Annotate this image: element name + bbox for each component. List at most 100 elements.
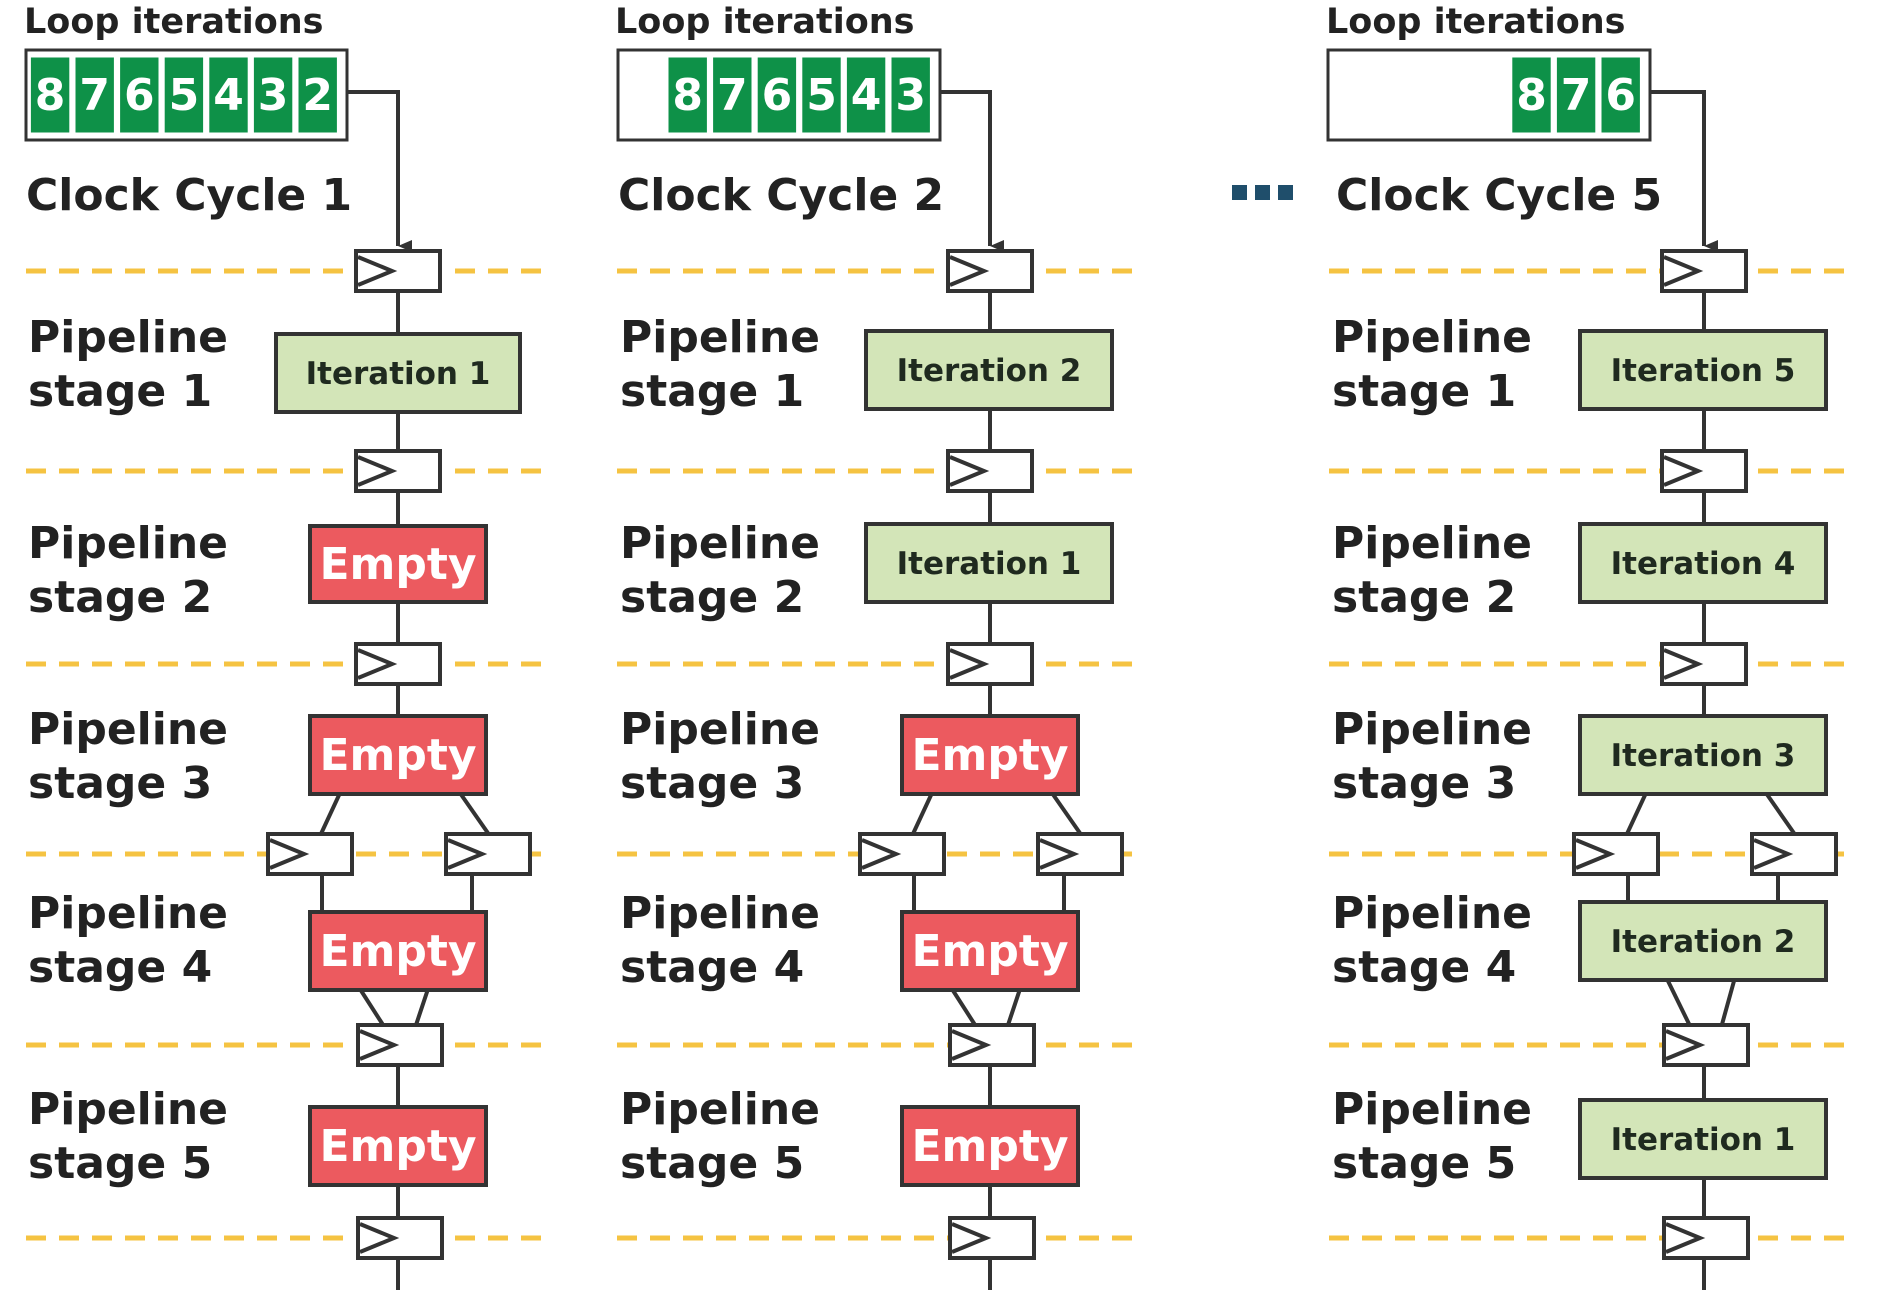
stage-label-2: Pipeline stage 2 bbox=[620, 518, 820, 623]
svg-text:3: 3 bbox=[258, 70, 289, 121]
stage-state-label: Empty bbox=[319, 539, 476, 590]
stage-box-3: Empty bbox=[900, 714, 1080, 796]
svg-text:8: 8 bbox=[1516, 70, 1547, 121]
register-clock-icon bbox=[1662, 1023, 1750, 1067]
stage-state-label: Empty bbox=[319, 1121, 476, 1172]
svg-text:7: 7 bbox=[79, 70, 110, 121]
stage-label-4: Pipeline stage 4 bbox=[28, 888, 228, 993]
queued-iteration: 3 bbox=[250, 54, 296, 136]
stage-state-label: Iteration 4 bbox=[1611, 546, 1796, 582]
register-clock-icon bbox=[356, 1216, 444, 1260]
register-clock-icon bbox=[1750, 832, 1838, 876]
ellipsis-icon bbox=[1232, 185, 1293, 200]
svg-text:3: 3 bbox=[895, 70, 926, 121]
stage-box-1: Iteration 1 bbox=[274, 332, 522, 414]
svg-text:6: 6 bbox=[124, 70, 155, 121]
stage-label-4: Pipeline stage 4 bbox=[1332, 888, 1532, 993]
queued-iteration: 7 bbox=[72, 54, 117, 136]
register-clock-icon bbox=[1572, 832, 1660, 876]
stage-box-2: Empty bbox=[308, 524, 488, 604]
stage-box-4: Empty bbox=[900, 910, 1080, 992]
stage-state-label: Empty bbox=[319, 730, 476, 781]
svg-text:6: 6 bbox=[762, 70, 793, 121]
queued-iteration: 4 bbox=[843, 54, 889, 136]
data-path-lines bbox=[318, 90, 492, 1290]
svg-text:4: 4 bbox=[213, 70, 244, 121]
stage-state-label: Iteration 1 bbox=[897, 546, 1082, 582]
queued-iteration: 4 bbox=[206, 54, 251, 136]
stage-label-5: Pipeline stage 5 bbox=[620, 1084, 820, 1189]
queued-iteration: 6 bbox=[117, 54, 162, 136]
register-clock-icon bbox=[1662, 1216, 1750, 1260]
stage-label-2: Pipeline stage 2 bbox=[1332, 518, 1532, 623]
stage-box-2: Iteration 4 bbox=[1578, 522, 1828, 604]
data-path-lines bbox=[910, 90, 1084, 1290]
svg-text:8: 8 bbox=[35, 70, 66, 121]
stage-labels: Pipeline stage 1 Pipeline stage 2 Pipeline… bbox=[1332, 312, 1532, 1189]
stage-box-5: Empty bbox=[900, 1105, 1080, 1187]
clock-cycle-title: Clock Cycle 2 bbox=[618, 170, 944, 221]
stage-state-label: Iteration 1 bbox=[1611, 1122, 1796, 1158]
stage-box-1: Iteration 5 bbox=[1578, 329, 1828, 411]
register-clock-icon bbox=[356, 1023, 444, 1067]
register-clock-icon bbox=[948, 1216, 1036, 1260]
queued-iteration: 6 bbox=[1598, 54, 1643, 136]
register-clock-icon bbox=[858, 832, 946, 876]
svg-text:6: 6 bbox=[1605, 70, 1636, 121]
stage-label-1: Pipeline stage 1 bbox=[28, 312, 228, 417]
svg-text:5: 5 bbox=[806, 70, 837, 121]
stage-box-2: Iteration 1 bbox=[864, 522, 1114, 604]
stage-box-4: Empty bbox=[308, 910, 488, 992]
stage-box-3: Empty bbox=[308, 714, 488, 796]
queued-iteration: 8 bbox=[27, 54, 73, 136]
stage-label-3: Pipeline stage 3 bbox=[620, 704, 820, 809]
register-clock-icon bbox=[354, 449, 442, 493]
stage-state-label: Iteration 3 bbox=[1611, 738, 1796, 774]
queued-iteration: 8 bbox=[665, 54, 710, 136]
stage-box-3: Iteration 3 bbox=[1578, 714, 1828, 796]
svg-text:4: 4 bbox=[851, 70, 882, 121]
stage-box-1: Iteration 2 bbox=[864, 329, 1114, 411]
queued-iteration: 7 bbox=[710, 54, 755, 136]
clock-cycle-title: Clock Cycle 5 bbox=[1336, 170, 1662, 221]
stage-label-5: Pipeline stage 5 bbox=[28, 1084, 228, 1189]
svg-text:5: 5 bbox=[169, 70, 200, 121]
clock-cycle-title: Clock Cycle 1 bbox=[26, 170, 352, 221]
queued-iteration: 8 bbox=[1509, 54, 1554, 136]
register-clock-icon bbox=[1660, 449, 1748, 493]
loop-iterations-title: Loop iterations bbox=[1326, 2, 1626, 42]
register-clock-icon bbox=[354, 642, 442, 686]
register-clock-icon bbox=[354, 249, 442, 293]
stage-box-4: Iteration 2 bbox=[1578, 900, 1828, 982]
stage-state-label: Empty bbox=[911, 926, 1068, 977]
register-clock-icon bbox=[946, 249, 1034, 293]
stage-labels: Pipeline stage 1 Pipeline stage 2 Pipeline… bbox=[28, 312, 228, 1189]
stage-label-5: Pipeline stage 5 bbox=[1332, 1084, 1532, 1189]
queued-iteration: 6 bbox=[754, 54, 800, 136]
svg-text:2: 2 bbox=[302, 70, 333, 121]
stage-label-4: Pipeline stage 4 bbox=[620, 888, 820, 993]
stage-label-3: Pipeline stage 3 bbox=[1332, 704, 1532, 809]
svg-text:7: 7 bbox=[717, 70, 748, 121]
register-clock-icon bbox=[444, 832, 532, 876]
svg-text:8: 8 bbox=[672, 70, 703, 121]
stage-state-label: Empty bbox=[911, 730, 1068, 781]
register-clock-icon bbox=[1660, 642, 1748, 686]
loop-iterations-title: Loop iterations bbox=[615, 2, 915, 42]
queued-iteration: 3 bbox=[888, 54, 933, 136]
register-clock-icon bbox=[946, 642, 1034, 686]
register-clock-icon bbox=[946, 449, 1034, 493]
stage-state-label: Iteration 2 bbox=[1611, 924, 1796, 960]
stage-state-label: Empty bbox=[911, 1121, 1068, 1172]
stage-state-label: Empty bbox=[319, 926, 476, 977]
queued-iteration: 5 bbox=[799, 54, 844, 136]
stage-box-5: Empty bbox=[308, 1105, 488, 1187]
stage-state-label: Iteration 2 bbox=[897, 353, 1082, 389]
